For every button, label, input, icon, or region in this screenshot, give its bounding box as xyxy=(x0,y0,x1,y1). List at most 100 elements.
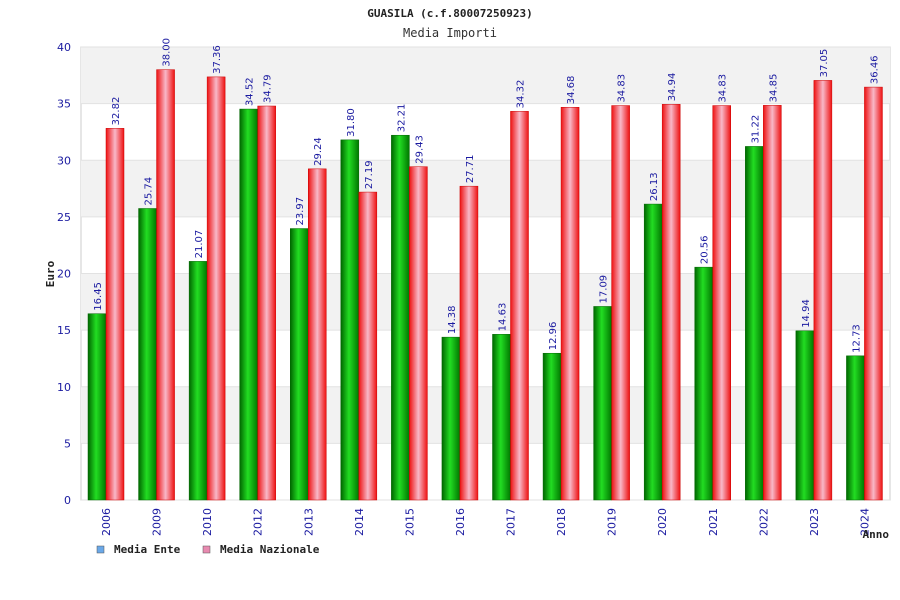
data-label: 34.85 xyxy=(768,74,779,103)
bar-media-ente xyxy=(138,208,157,501)
data-label: 37.36 xyxy=(212,45,223,74)
bar-media-ente xyxy=(188,261,208,501)
y-tick-label: 5 xyxy=(64,437,71,450)
bar-media-ente xyxy=(340,139,360,501)
bars: 16.45 32.82 25.74 38.00 21.07 37.36 34.52 34.79… xyxy=(87,38,883,501)
x-tick-label: 2016 xyxy=(454,508,467,536)
bar-media-nazionale xyxy=(459,185,479,501)
bar-media-nazionale xyxy=(358,191,378,501)
data-label: 29.43 xyxy=(414,135,425,164)
data-label: 31.80 xyxy=(346,108,357,137)
y-tick-label: 10 xyxy=(57,381,71,394)
data-label: 38.00 xyxy=(162,38,173,67)
bar-media-ente xyxy=(542,352,562,501)
x-tick-label: 2018 xyxy=(555,508,568,536)
data-label: 37.05 xyxy=(819,49,830,78)
x-tick-label: 2023 xyxy=(808,508,821,536)
data-label: 14.38 xyxy=(447,306,458,335)
data-label: 29.24 xyxy=(313,137,324,166)
chart-title: GUASILA (c.f.80007250923) xyxy=(367,7,533,20)
data-label: 25.74 xyxy=(144,177,155,206)
bar-media-nazionale xyxy=(864,86,883,501)
x-tick-label: 2014 xyxy=(353,508,366,536)
x-tick-label: 2013 xyxy=(302,508,315,536)
x-tick-label: 2017 xyxy=(505,508,518,536)
bar-media-ente xyxy=(694,266,713,501)
x-tick-label: 2020 xyxy=(656,508,669,536)
legend: Media Ente Media Nazionale xyxy=(96,543,320,556)
bar-media-ente xyxy=(745,146,764,501)
bar-media-ente xyxy=(846,355,865,501)
data-label: 34.83 xyxy=(617,74,628,103)
data-label: 34.79 xyxy=(263,74,274,103)
x-tick-label: 2012 xyxy=(252,508,265,536)
bar-media-nazionale xyxy=(611,105,630,501)
data-label: 27.71 xyxy=(465,155,476,184)
data-label: 32.21 xyxy=(396,104,407,133)
bar-media-nazionale xyxy=(257,105,276,501)
y-tick-label: 40 xyxy=(57,41,71,54)
chart-subtitle: Media Importi xyxy=(403,26,497,40)
bar-media-ente xyxy=(239,108,258,501)
data-label: 23.97 xyxy=(295,197,306,226)
bar-media-nazionale xyxy=(813,80,833,501)
bar-media-nazionale xyxy=(105,128,125,501)
x-tick-label: 2010 xyxy=(201,508,214,536)
x-tick-label: 2024 xyxy=(858,508,871,536)
x-tick-label: 2019 xyxy=(606,508,619,536)
data-label: 14.94 xyxy=(801,299,812,328)
y-tick-label: 15 xyxy=(57,324,71,337)
data-label: 31.22 xyxy=(750,115,761,144)
data-label: 36.46 xyxy=(869,55,880,84)
data-label: 34.68 xyxy=(566,76,577,105)
bar-media-ente xyxy=(492,334,511,501)
y-axis-ticks: 0 5 10 15 20 25 30 35 40 xyxy=(57,41,71,507)
y-tick-label: 30 xyxy=(57,154,71,167)
bar-media-nazionale xyxy=(661,104,681,501)
legend-label-media-nazionale: Media Nazionale xyxy=(220,543,320,556)
bar-media-nazionale xyxy=(763,105,782,501)
bar-media-ente xyxy=(795,330,815,501)
bar-media-nazionale xyxy=(712,105,731,501)
data-label: 26.13 xyxy=(649,172,660,201)
bar-media-ente xyxy=(441,336,461,501)
data-label: 32.82 xyxy=(111,97,122,126)
bar-media-nazionale xyxy=(409,166,428,501)
bar-media-nazionale xyxy=(156,69,175,501)
y-tick-label: 0 xyxy=(64,494,71,507)
data-label: 34.52 xyxy=(245,77,256,106)
data-label: 34.83 xyxy=(718,74,729,103)
data-label: 34.94 xyxy=(667,73,678,102)
bar-media-nazionale xyxy=(560,106,580,501)
legend-swatch-media-nazionale xyxy=(202,545,211,554)
bar-media-ente xyxy=(391,134,410,501)
bar-media-ente xyxy=(290,228,309,501)
data-label: 27.19 xyxy=(364,160,375,189)
data-label: 12.73 xyxy=(851,324,862,353)
legend-swatch-media-ente xyxy=(96,545,105,554)
x-tick-label: 2021 xyxy=(707,508,720,536)
x-tick-label: 2022 xyxy=(757,508,770,536)
x-axis-ticks: 2006 2009 2010 2012 2013 2014 2015 2016 2017 2018… xyxy=(100,508,871,536)
data-label: 34.32 xyxy=(516,80,527,109)
bar-media-nazionale xyxy=(206,76,226,501)
bar-media-ente xyxy=(87,313,107,501)
y-axis-title: Euro xyxy=(44,260,57,287)
data-label: 20.56 xyxy=(700,236,711,265)
x-tick-label: 2015 xyxy=(403,508,416,536)
y-tick-label: 25 xyxy=(57,211,71,224)
x-tick-label: 2006 xyxy=(100,508,113,536)
data-label: 14.63 xyxy=(498,303,509,332)
x-axis-title: Anno xyxy=(863,528,890,541)
bar-media-ente xyxy=(593,306,612,501)
data-label: 16.45 xyxy=(93,282,104,311)
y-tick-label: 20 xyxy=(57,268,71,281)
bar-media-ente xyxy=(643,203,663,501)
bar-media-nazionale xyxy=(510,111,529,501)
x-tick-label: 2009 xyxy=(151,508,164,536)
legend-label-media-ente: Media Ente xyxy=(114,543,181,556)
data-label: 17.09 xyxy=(599,275,610,304)
data-label: 12.96 xyxy=(548,322,559,351)
bar-media-nazionale xyxy=(308,168,327,501)
